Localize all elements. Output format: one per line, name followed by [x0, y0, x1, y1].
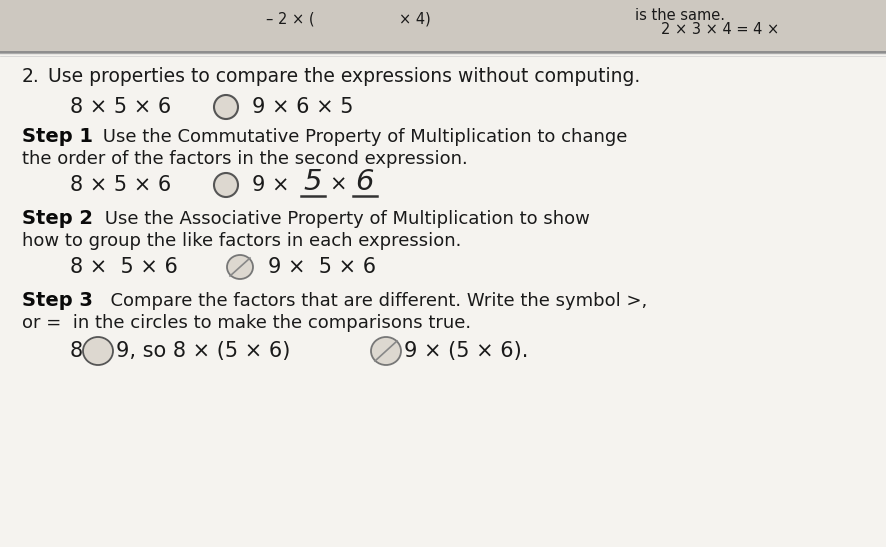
Text: 9, so 8 × (5 × 6): 9, so 8 × (5 × 6)	[116, 341, 291, 361]
Text: 8 × 5 × 6: 8 × 5 × 6	[70, 97, 171, 117]
FancyBboxPatch shape	[0, 0, 886, 52]
FancyBboxPatch shape	[0, 52, 886, 547]
Text: 9 × (5 × 6).: 9 × (5 × 6).	[404, 341, 528, 361]
Text: Step 1: Step 1	[22, 127, 93, 147]
Text: 6: 6	[355, 168, 374, 196]
Circle shape	[214, 173, 238, 197]
Text: 8: 8	[70, 341, 83, 361]
Text: Use the Associative Property of Multiplication to show: Use the Associative Property of Multipli…	[99, 210, 590, 228]
Text: × 4): × 4)	[399, 11, 431, 26]
Ellipse shape	[83, 337, 113, 365]
Circle shape	[214, 95, 238, 119]
Text: is the same.: is the same.	[635, 8, 725, 22]
Text: 9 ×  5 × 6: 9 × 5 × 6	[268, 257, 377, 277]
Ellipse shape	[227, 255, 253, 279]
Text: Step 3: Step 3	[22, 292, 93, 311]
Text: 2 × 3 × 4 = 4 ×: 2 × 3 × 4 = 4 ×	[661, 21, 779, 37]
Text: 5: 5	[303, 168, 322, 196]
Text: how to group the like factors in each expression.: how to group the like factors in each ex…	[22, 232, 462, 250]
Text: 8 ×  5 × 6: 8 × 5 × 6	[70, 257, 178, 277]
Text: Use properties to compare the expressions without computing.: Use properties to compare the expression…	[48, 67, 641, 86]
Text: 8 × 5 × 6: 8 × 5 × 6	[70, 175, 171, 195]
Text: 2.: 2.	[22, 67, 40, 86]
Ellipse shape	[371, 337, 401, 365]
Text: – 2 × (: – 2 × (	[266, 11, 315, 26]
Text: or =  in the circles to make the comparisons true.: or = in the circles to make the comparis…	[22, 314, 471, 332]
Text: 9 ×: 9 ×	[252, 175, 290, 195]
Text: Use the Commutative Property of Multiplication to change: Use the Commutative Property of Multipli…	[97, 128, 627, 146]
Text: Compare the factors that are different. Write the symbol >,: Compare the factors that are different. …	[99, 292, 648, 310]
Text: the order of the factors in the second expression.: the order of the factors in the second e…	[22, 150, 468, 168]
Text: ×: ×	[329, 175, 346, 195]
Text: Step 2: Step 2	[22, 210, 93, 229]
Text: 9 × 6 × 5: 9 × 6 × 5	[252, 97, 354, 117]
